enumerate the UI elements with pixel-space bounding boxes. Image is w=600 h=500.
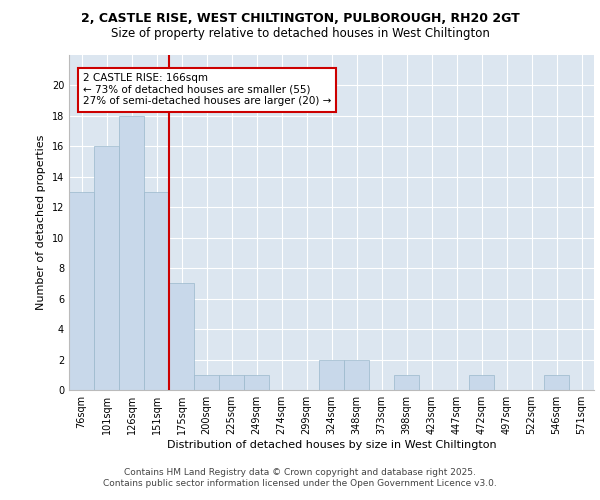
Bar: [544, 375, 569, 390]
Text: 2, CASTLE RISE, WEST CHILTINGTON, PULBOROUGH, RH20 2GT: 2, CASTLE RISE, WEST CHILTINGTON, PULBOR…: [80, 12, 520, 26]
X-axis label: Distribution of detached houses by size in West Chiltington: Distribution of detached houses by size …: [167, 440, 496, 450]
Bar: [344, 360, 369, 390]
Bar: [69, 192, 94, 390]
Bar: [194, 375, 219, 390]
Bar: [394, 375, 419, 390]
Bar: [319, 360, 344, 390]
Bar: [469, 375, 494, 390]
Text: Contains HM Land Registry data © Crown copyright and database right 2025.
Contai: Contains HM Land Registry data © Crown c…: [103, 468, 497, 487]
Bar: [219, 375, 244, 390]
Bar: [119, 116, 144, 390]
Text: 2 CASTLE RISE: 166sqm
← 73% of detached houses are smaller (55)
27% of semi-deta: 2 CASTLE RISE: 166sqm ← 73% of detached …: [83, 74, 331, 106]
Bar: [94, 146, 119, 390]
Text: Size of property relative to detached houses in West Chiltington: Size of property relative to detached ho…: [110, 28, 490, 40]
Bar: [244, 375, 269, 390]
Y-axis label: Number of detached properties: Number of detached properties: [36, 135, 46, 310]
Bar: [144, 192, 169, 390]
Bar: [169, 284, 194, 390]
